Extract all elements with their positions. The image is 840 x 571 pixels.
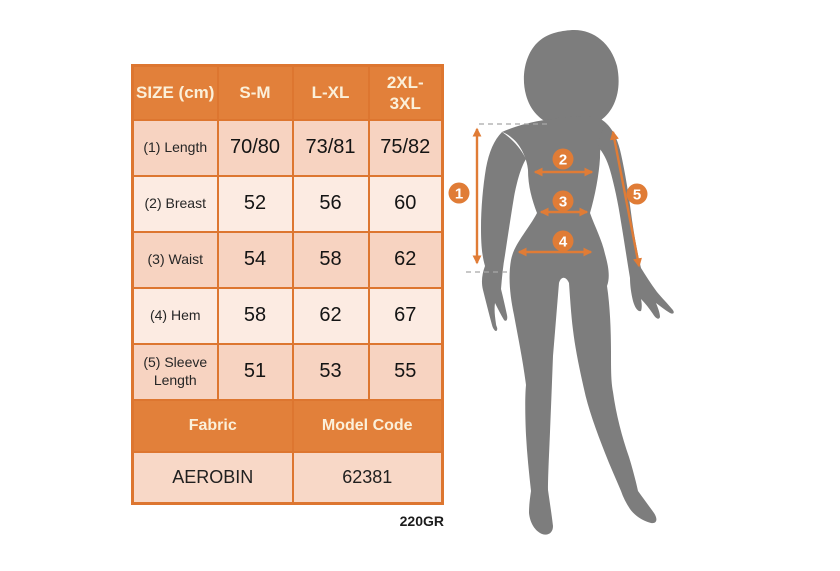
table-footer-value-row: AEROBIN 62381 <box>131 450 444 505</box>
row-label-length: (1) Length <box>131 118 219 177</box>
breast-s-m: 52 <box>216 174 294 233</box>
marker-4-number: 4 <box>559 234 568 251</box>
breast-2xl-3xl: 60 <box>367 174 444 233</box>
fabric-value: AEROBIN <box>131 450 294 505</box>
header-size-cm: SIZE (cm) <box>131 64 219 121</box>
header-2xl-3xl: 2XL-3XL <box>367 64 444 121</box>
table-row: (5) Sleeve Length 51 53 55 <box>131 342 444 401</box>
hem-s-m: 58 <box>216 286 294 345</box>
sleeve-l-xl: 53 <box>291 342 370 401</box>
hem-l-xl: 62 <box>291 286 370 345</box>
marker-1-circle <box>448 182 470 204</box>
row-label-waist: (3) Waist <box>131 230 219 289</box>
marker-5-circle <box>626 183 648 205</box>
marker-1-badge: 1 <box>448 182 470 204</box>
marker-3-badge: 3 <box>552 190 574 212</box>
fabric-header: Fabric <box>131 398 294 453</box>
silhouette-head <box>523 29 619 128</box>
model-code-header: Model Code <box>291 398 444 453</box>
table-row: (4) Hem 58 62 67 <box>131 286 444 345</box>
length-s-m: 70/80 <box>216 118 294 177</box>
marker-5-number: 5 <box>633 187 641 204</box>
marker-2-badge: 2 <box>552 148 574 170</box>
header-l-xl: L-XL <box>291 64 370 121</box>
table-row: (1) Length 70/80 73/81 75/82 <box>131 118 444 177</box>
breast-l-xl: 56 <box>291 174 370 233</box>
hem-2xl-3xl: 67 <box>367 286 444 345</box>
marker-3-circle <box>552 190 574 212</box>
marker-4-badge: 4 <box>552 230 574 252</box>
size-table: SIZE (cm) S-M L-XL 2XL-3XL (1) Length 70… <box>131 64 444 505</box>
length-l-xl: 73/81 <box>291 118 370 177</box>
row-label-sleeve-length: (5) Sleeve Length <box>131 342 219 401</box>
waist-s-m: 54 <box>216 230 294 289</box>
marker-3-number: 3 <box>559 194 567 211</box>
sleeve-arrow <box>610 130 642 268</box>
silhouette-left-arm <box>481 132 526 332</box>
measurement-arrows <box>472 127 642 268</box>
row-label-hem: (4) Hem <box>131 286 219 345</box>
female-silhouette <box>481 29 674 535</box>
table-footer-header-row: Fabric Model Code <box>131 398 444 453</box>
weight-note: 220GR <box>399 513 444 529</box>
waist-2xl-3xl: 62 <box>367 230 444 289</box>
marker-2-number: 2 <box>559 152 567 169</box>
dashed-reference-lines <box>466 123 548 273</box>
marker-4-circle <box>552 230 574 252</box>
table-row: (2) Breast 52 56 60 <box>131 174 444 233</box>
length-2xl-3xl: 75/82 <box>367 118 444 177</box>
table-header-row: SIZE (cm) S-M L-XL 2XL-3XL <box>131 64 444 121</box>
silhouette-torso-legs <box>502 116 657 535</box>
sleeve-s-m: 51 <box>216 342 294 401</box>
waist-l-xl: 58 <box>291 230 370 289</box>
table-row: (3) Waist 54 58 62 <box>131 230 444 289</box>
header-s-m: S-M <box>216 64 294 121</box>
row-label-breast: (2) Breast <box>131 174 219 233</box>
measurement-badges: 1 2 3 4 5 <box>448 148 648 252</box>
marker-2-circle <box>552 148 574 170</box>
model-code-value: 62381 <box>291 450 444 505</box>
marker-1-number: 1 <box>455 186 463 203</box>
marker-5-badge: 5 <box>626 183 648 205</box>
silhouette-right-arm <box>598 124 674 319</box>
sleeve-2xl-3xl: 55 <box>367 342 444 401</box>
